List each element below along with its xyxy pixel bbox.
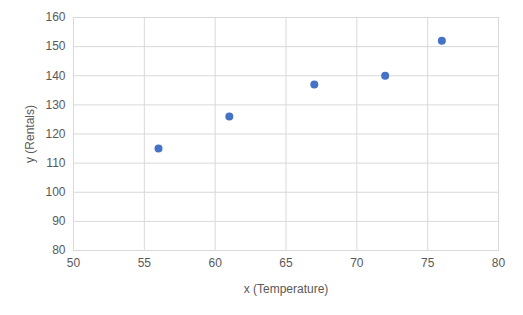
svg-text:160: 160 — [45, 10, 65, 24]
svg-text:100: 100 — [45, 185, 65, 199]
svg-text:75: 75 — [421, 256, 435, 270]
svg-text:150: 150 — [45, 39, 65, 53]
svg-text:120: 120 — [45, 127, 65, 141]
svg-text:80: 80 — [52, 243, 66, 257]
svg-text:x (Temperature): x (Temperature) — [244, 282, 329, 296]
svg-text:50: 50 — [67, 256, 81, 270]
svg-text:65: 65 — [279, 256, 293, 270]
svg-text:70: 70 — [350, 256, 364, 270]
svg-text:110: 110 — [46, 156, 65, 170]
svg-text:80: 80 — [492, 256, 506, 270]
svg-text:55: 55 — [138, 256, 152, 270]
svg-text:y (Rentals): y (Rentals) — [23, 105, 37, 163]
svg-text:90: 90 — [52, 214, 66, 228]
svg-text:130: 130 — [45, 98, 65, 112]
svg-text:60: 60 — [208, 256, 222, 270]
svg-text:140: 140 — [45, 69, 65, 83]
